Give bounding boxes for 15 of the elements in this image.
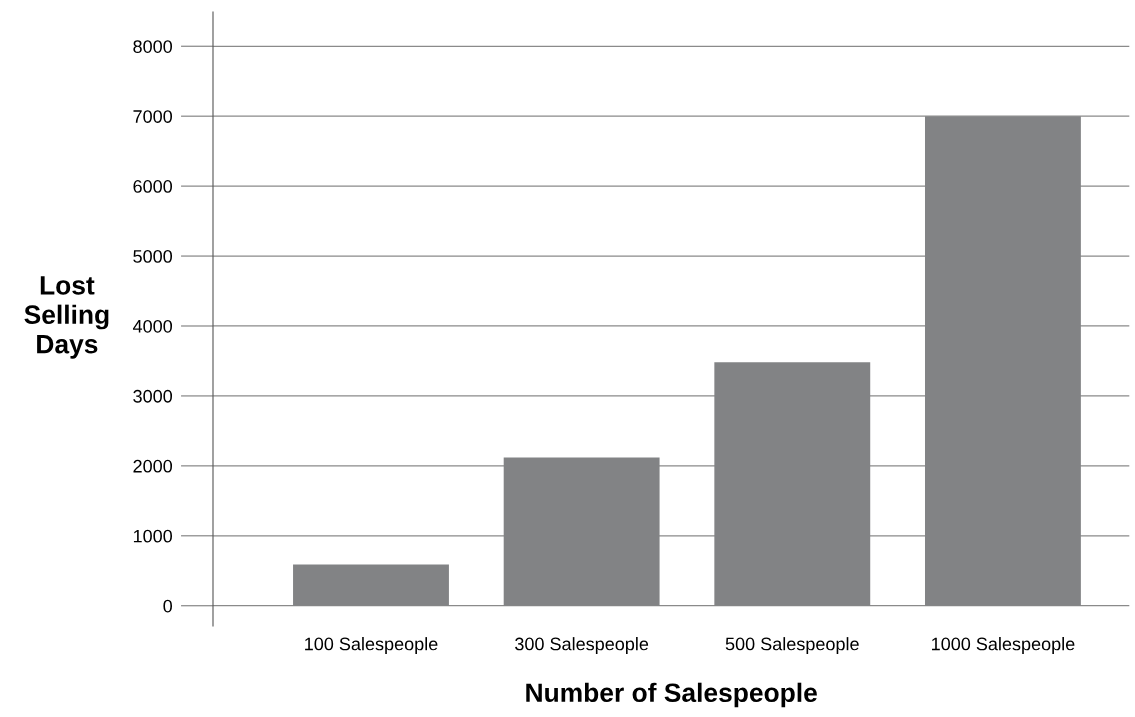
x-tick-label: 100 Salespeople: [305, 637, 438, 654]
y-axis-title: Lost Selling Days: [24, 276, 109, 359]
x-tick-label: 300 Salespeople: [515, 637, 649, 654]
y-tick-label: 2000: [133, 459, 173, 473]
y-tick-label: 4000: [132, 319, 173, 333]
y-tick-label: 5000: [133, 250, 173, 263]
y-tick-label: 6000: [133, 180, 173, 193]
x-tick-label: 500 Salespeople: [725, 637, 859, 654]
y-tick-label: 8000: [133, 40, 173, 53]
x-tick-label: 1000 Salespeople: [932, 637, 1075, 654]
y-tick-label: 0: [163, 599, 173, 613]
y-tick-label: 1000: [133, 529, 173, 543]
x-axis-title: Number of Salespeople: [526, 682, 817, 708]
y-tick-label: 7000: [133, 110, 173, 123]
y-tick-label: 3000: [133, 389, 173, 403]
